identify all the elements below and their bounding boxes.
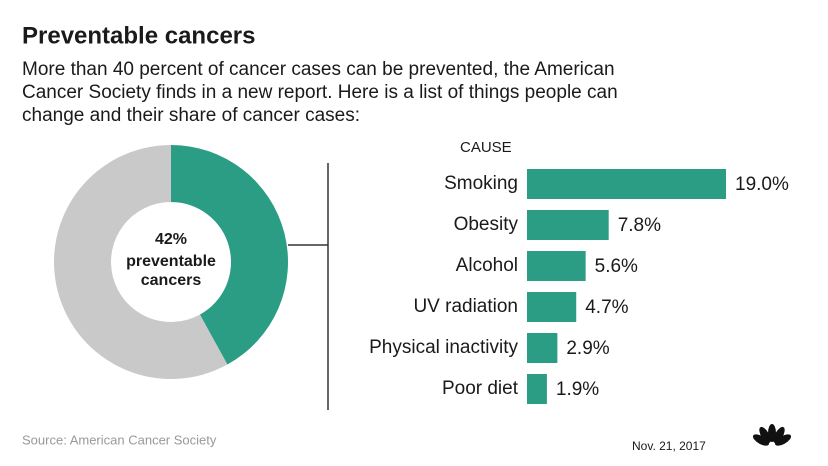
value-label: 4.7% <box>585 297 628 318</box>
value-label: 1.9% <box>556 379 599 400</box>
value-label: 5.6% <box>595 256 638 277</box>
bar <box>527 374 547 404</box>
subtitle: More than 40 percent of cancer cases can… <box>22 59 615 80</box>
axis-label: CAUSE <box>460 139 512 156</box>
value-label: 19.0% <box>735 174 789 195</box>
bar <box>527 333 558 363</box>
value-label: 2.9% <box>566 338 609 359</box>
chart-title: Preventable cancers <box>22 22 255 49</box>
logo <box>752 424 792 446</box>
category-label: Alcohol <box>456 255 518 276</box>
subtitle: Cancer Society finds in a new report. He… <box>22 82 618 103</box>
source: Source: American Cancer Society <box>22 432 217 447</box>
date: Nov. 21, 2017 <box>632 439 706 453</box>
bar <box>527 169 726 199</box>
center-label: cancers <box>141 272 202 289</box>
category-label: Smoking <box>444 173 518 194</box>
pie-slice <box>54 145 228 379</box>
bar <box>527 251 586 281</box>
category-label: Poor diet <box>442 378 519 399</box>
category-label: Physical inactivity <box>369 337 518 358</box>
value-label: 7.8% <box>618 215 661 236</box>
subtitle: change and their share of cancer cases: <box>22 105 360 126</box>
center-label: preventable <box>126 253 216 270</box>
bar <box>527 210 609 240</box>
category-label: Obesity <box>454 214 519 235</box>
center-value: 42% <box>155 231 187 248</box>
bar <box>527 292 577 322</box>
category-label: UV radiation <box>413 296 518 317</box>
pie-slice <box>171 145 289 365</box>
